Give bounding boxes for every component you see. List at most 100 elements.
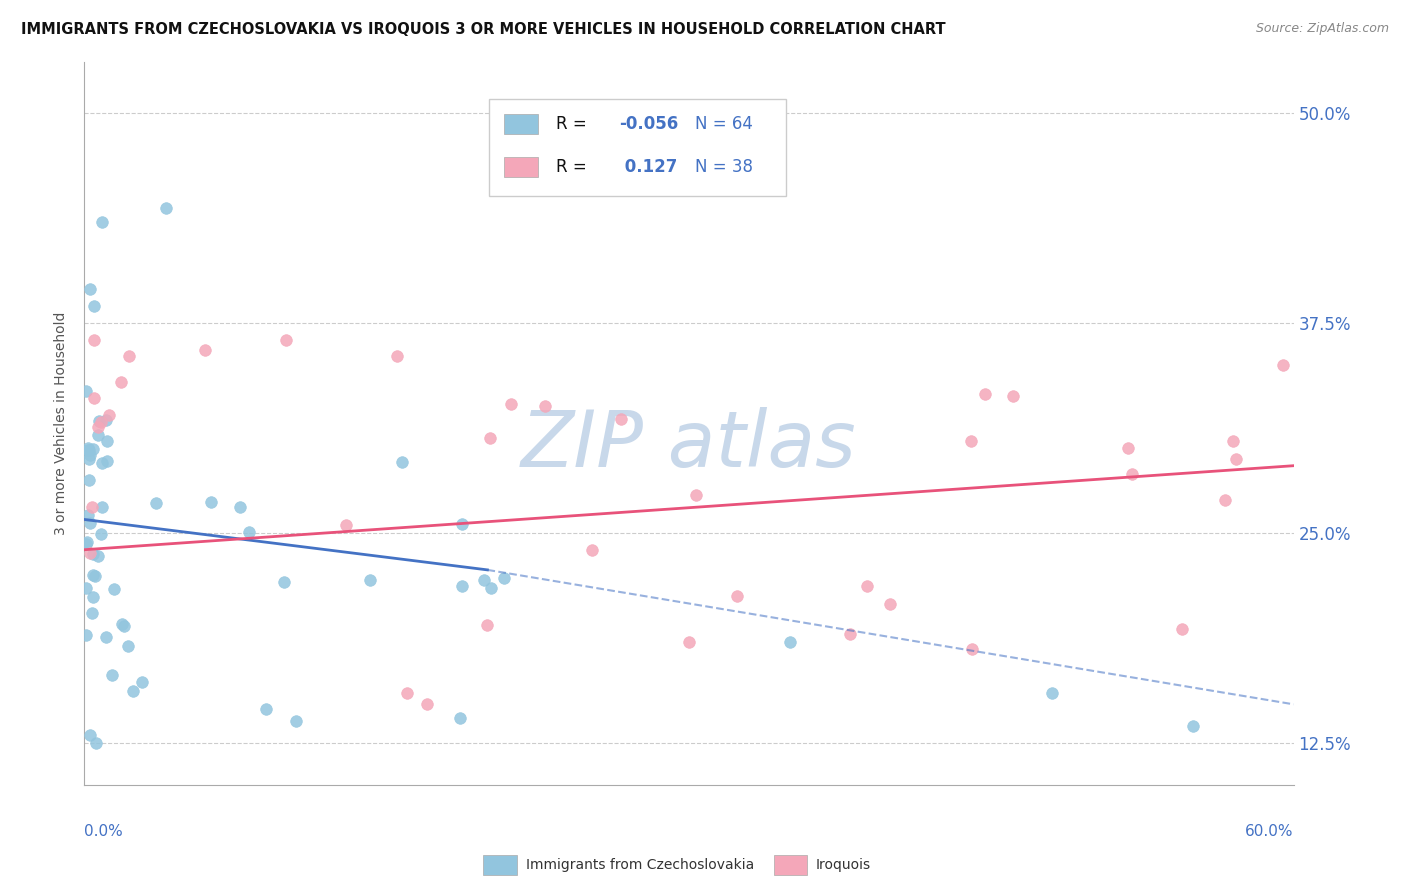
Point (87, 420, 110, 434)
Point (131, 675, 153, 690)
Point (1181, 719, 1204, 733)
Point (97, 409, 120, 423)
Point (79, 282, 101, 296)
Text: -0.056: -0.056 (619, 115, 678, 133)
Point (122, 683, 145, 698)
Text: Source: ZipAtlas.com: Source: ZipAtlas.com (1256, 22, 1389, 36)
Text: R =: R = (555, 158, 586, 177)
Text: R =: R = (555, 115, 586, 133)
Text: IMMIGRANTS FROM CZECHOSLOVAKIA VS IROQUOIS 3 OR MORE VEHICLES IN HOUSEHOLD CORRE: IMMIGRANTS FROM CZECHOSLOVAKIA VS IROQUO… (21, 22, 946, 37)
Point (75, 582, 97, 596)
Point (1040, 685, 1063, 699)
Point (678, 635, 700, 649)
Point (77, 473, 100, 487)
Point (90, 527, 112, 541)
Point (450, 516, 472, 531)
FancyBboxPatch shape (503, 114, 538, 134)
Point (581, 542, 603, 557)
Point (155, 201, 177, 215)
FancyBboxPatch shape (489, 99, 786, 196)
Point (75, 536, 97, 550)
Point (82, 442, 104, 456)
Point (96, 454, 118, 468)
Point (82, 568, 104, 582)
FancyBboxPatch shape (503, 157, 538, 178)
Point (609, 412, 631, 426)
Y-axis label: 3 or more Vehicles in Household: 3 or more Vehicles in Household (55, 312, 69, 535)
Point (110, 375, 132, 389)
Point (1272, 358, 1295, 372)
Point (79, 516, 101, 531)
Point (87, 549, 110, 564)
Point (112, 619, 135, 633)
FancyBboxPatch shape (773, 855, 807, 875)
Point (91, 456, 114, 470)
Point (478, 431, 501, 445)
Point (96, 413, 118, 427)
Text: Iroquois: Iroquois (815, 858, 872, 872)
Point (335, 517, 357, 532)
Point (101, 667, 124, 681)
Text: 0.127: 0.127 (619, 158, 678, 177)
Point (725, 589, 748, 603)
Point (75, 384, 97, 398)
Point (83, 392, 105, 406)
Point (83, 299, 105, 313)
Point (87, 414, 110, 428)
Point (79, 546, 101, 560)
Point (492, 570, 515, 584)
Point (451, 579, 474, 593)
Point (960, 642, 983, 657)
Point (229, 500, 252, 515)
Point (75, 627, 97, 641)
Point (82, 590, 104, 604)
Text: N = 64: N = 64 (695, 115, 752, 133)
Point (110, 616, 132, 631)
Point (779, 635, 801, 649)
Text: Immigrants from Czechoslovakia: Immigrants from Czechoslovakia (526, 858, 754, 872)
Point (96, 434, 118, 449)
Point (82, 500, 104, 514)
Text: 0.0%: 0.0% (84, 824, 124, 838)
Point (479, 581, 502, 595)
Point (685, 488, 707, 502)
Point (385, 350, 408, 364)
Point (395, 685, 418, 699)
Point (103, 582, 125, 596)
Point (238, 524, 260, 539)
Point (77, 508, 100, 522)
Point (145, 496, 167, 510)
Point (391, 455, 413, 469)
Point (960, 434, 983, 448)
Point (90, 500, 112, 515)
Point (273, 574, 295, 589)
Point (90, 416, 112, 430)
Point (77, 442, 100, 457)
Point (1213, 492, 1236, 507)
Point (879, 597, 901, 611)
Point (118, 350, 141, 364)
Point (274, 333, 297, 347)
Point (416, 698, 439, 712)
Point (533, 399, 555, 413)
Point (1171, 622, 1194, 636)
Point (76, 535, 98, 549)
Point (200, 495, 222, 509)
Point (79, 727, 101, 741)
Point (501, 397, 523, 411)
Point (1121, 467, 1143, 482)
Point (359, 573, 381, 587)
Point (94, 631, 117, 645)
Point (79, 448, 101, 462)
Point (83, 333, 105, 347)
FancyBboxPatch shape (484, 855, 517, 875)
Point (87, 427, 110, 442)
Text: 60.0%: 60.0% (1246, 824, 1294, 838)
Point (472, 573, 495, 587)
Point (1222, 434, 1244, 448)
Point (1225, 452, 1247, 467)
Point (974, 386, 997, 401)
Point (1116, 442, 1139, 456)
Point (856, 578, 879, 592)
Point (194, 343, 217, 357)
